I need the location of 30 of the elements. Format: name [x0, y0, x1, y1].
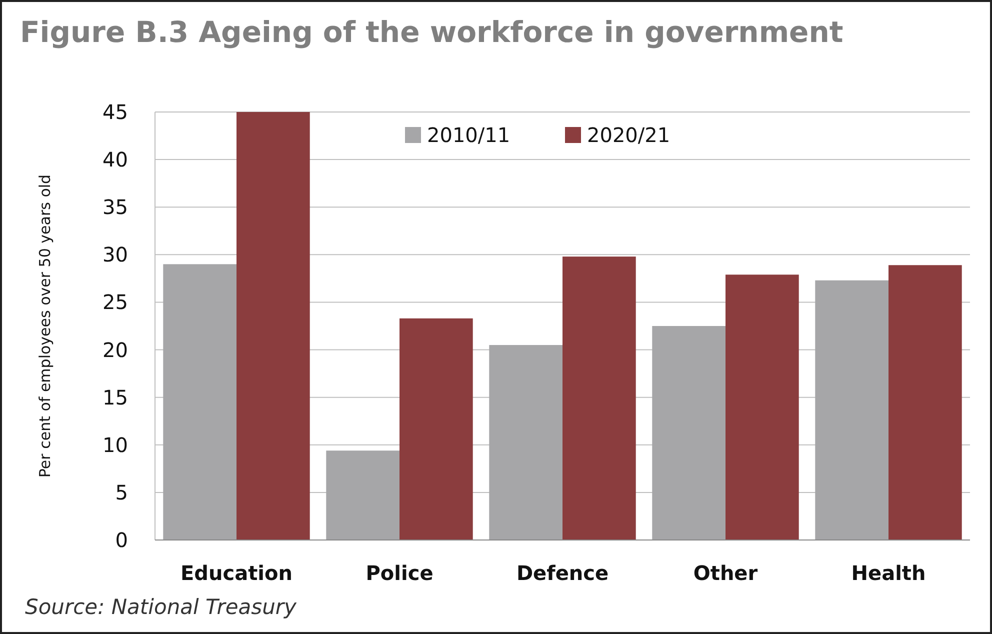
y-tick-label: 40 [102, 148, 128, 172]
source-note: Source: National Treasury [25, 595, 298, 619]
y-tick-label: 10 [102, 432, 128, 457]
bar [163, 264, 236, 540]
y-tick-label: 30 [102, 242, 128, 267]
y-tick-label: 45 [102, 100, 128, 124]
x-tick-label: Other [693, 561, 758, 585]
y-tick-label: 35 [102, 195, 128, 220]
y-tick-label: 25 [102, 290, 128, 314]
x-tick-label: Education [180, 561, 292, 585]
bar [489, 345, 562, 540]
x-tick-label: Health [851, 561, 926, 585]
x-tick-label: Defence [516, 561, 609, 585]
y-tick-label: 15 [102, 385, 128, 410]
bar [815, 280, 888, 540]
bar [652, 326, 726, 540]
y-axis-title: Per cent of employees over 50 years old [36, 174, 54, 478]
bar [888, 265, 962, 540]
legend-label: 2010/11 [427, 123, 510, 147]
x-tick-label: Police [366, 561, 434, 585]
bar [400, 318, 473, 540]
bar [326, 450, 400, 540]
y-tick-label: 0 [115, 528, 128, 552]
bar [562, 256, 636, 540]
y-tick-label: 5 [115, 480, 128, 504]
legend-label: 2020/21 [587, 123, 670, 147]
y-tick-label: 20 [102, 338, 128, 362]
chart-title: Figure B.3 Ageing of the workforce in government [20, 15, 844, 49]
bar [726, 274, 799, 540]
bar [236, 112, 310, 540]
